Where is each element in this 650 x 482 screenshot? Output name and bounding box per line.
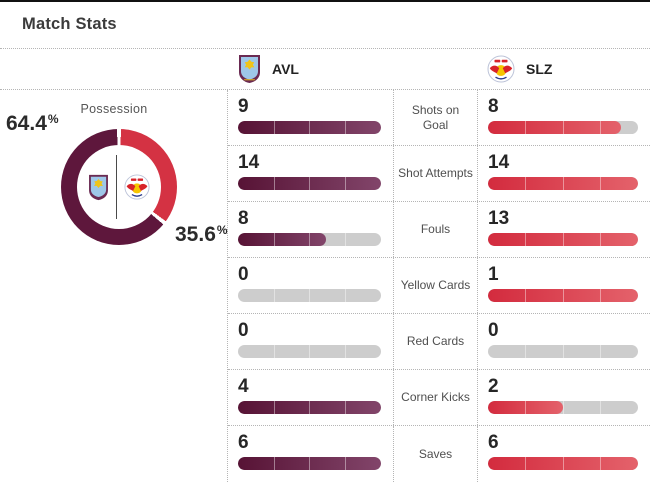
stat-bar-away-fill — [488, 121, 622, 134]
stat-bar-away — [488, 121, 638, 134]
stat-bar-home — [238, 177, 381, 190]
possession-section: Possession 64.4% — [0, 90, 228, 482]
stat-row: 14 Shot Attempts 14 — [228, 146, 650, 202]
stats-content: Possession 64.4% — [0, 90, 650, 482]
possession-away-number: 35.6 — [175, 223, 216, 246]
stat-cell-away: 6 — [478, 426, 650, 482]
stat-bar-home-fill — [238, 233, 326, 246]
stat-bar-home — [238, 289, 381, 302]
stat-cell-home: 4 — [228, 370, 393, 425]
stat-bar-away — [488, 233, 638, 246]
stat-value-home: 6 — [238, 432, 249, 453]
stat-value-away: 14 — [488, 152, 510, 173]
away-team-abbr: SLZ — [526, 61, 553, 77]
possession-home-value: 64.4% — [6, 112, 59, 136]
stat-label: Saves — [393, 426, 478, 482]
stat-cell-home: 14 — [228, 146, 393, 201]
stat-value-home: 0 — [238, 264, 249, 285]
stat-value-away: 2 — [488, 376, 499, 397]
donut-center-divider — [116, 155, 117, 219]
stat-cell-away: 1 — [478, 258, 650, 313]
stat-bar-away — [488, 289, 638, 302]
stat-cell-away: 0 — [478, 314, 650, 369]
possession-away-value: 35.6% — [175, 223, 228, 247]
team-header-row: AVL SLZ — [0, 48, 650, 90]
stat-cell-away: 13 — [478, 202, 650, 257]
stat-value-home: 0 — [238, 320, 249, 341]
stat-cell-home: 9 — [228, 90, 393, 145]
stat-row: 9 Shots on Goal 8 — [228, 90, 650, 146]
stat-row: 8 Fouls 13 — [228, 202, 650, 258]
stat-label: Red Cards — [393, 314, 478, 369]
stat-label: Fouls — [393, 202, 478, 257]
stat-cell-away: 14 — [478, 146, 650, 201]
stat-bar-home — [238, 233, 381, 246]
stat-label: Shots on Goal — [393, 90, 478, 145]
stat-bar-away — [488, 177, 638, 190]
home-team-header: AVL — [238, 49, 299, 89]
stat-bar-home — [238, 401, 381, 414]
possession-donut-center — [77, 145, 161, 229]
stat-label: Shot Attempts — [393, 146, 478, 201]
stat-value-away: 6 — [488, 432, 499, 453]
stat-row: 0 Red Cards 0 — [228, 314, 650, 370]
stat-cell-home: 0 — [228, 314, 393, 369]
stat-bar-home — [238, 457, 381, 470]
stat-value-home: 8 — [238, 208, 249, 229]
stat-bar-home-fill — [238, 177, 381, 190]
home-team-abbr: AVL — [272, 61, 299, 77]
donut-away-crest-icon — [124, 174, 150, 200]
stat-cell-home: 0 — [228, 258, 393, 313]
donut-home-crest-icon — [89, 174, 108, 200]
stat-bar-away — [488, 401, 638, 414]
stat-bar-away-fill — [488, 177, 638, 190]
stat-cell-away: 8 — [478, 90, 650, 145]
stat-bar-away-fill — [488, 401, 563, 414]
stat-value-home: 9 — [238, 96, 249, 117]
stat-cell-home: 8 — [228, 202, 393, 257]
stat-bar-segment-dividers — [238, 345, 381, 358]
stat-label: Yellow Cards — [393, 258, 478, 313]
stat-bar-away-fill — [488, 457, 638, 470]
stat-label: Corner Kicks — [393, 370, 478, 425]
possession-donut — [61, 129, 177, 245]
stat-value-away: 13 — [488, 208, 510, 229]
away-team-header: SLZ — [487, 49, 552, 89]
stat-bar-away — [488, 457, 638, 470]
stat-cell-away: 2 — [478, 370, 650, 425]
stat-cell-home: 6 — [228, 426, 393, 482]
stats-grid: 9 Shots on Goal 8 14 Shot Attempts 14 — [228, 90, 650, 482]
stat-value-home: 14 — [238, 152, 260, 173]
possession-home-number: 64.4 — [6, 112, 47, 135]
top-accent-bar — [0, 0, 650, 2]
possession-away-unit: % — [216, 223, 228, 237]
stat-value-away: 1 — [488, 264, 499, 285]
aston-villa-crest-icon — [239, 55, 260, 83]
stat-value-home: 4 — [238, 376, 249, 397]
stat-bar-home-fill — [238, 457, 381, 470]
red-bull-salzburg-crest-icon — [487, 55, 515, 83]
possession-title: Possession — [80, 102, 148, 116]
stat-bar-home-fill — [238, 121, 381, 134]
stat-bar-home — [238, 345, 381, 358]
stat-row: 4 Corner Kicks 2 — [228, 370, 650, 426]
stat-bar-away-fill — [488, 233, 638, 246]
page-title: Match Stats — [22, 15, 117, 33]
title-block: Match Stats — [0, 2, 650, 48]
stat-row: 6 Saves 6 — [228, 426, 650, 482]
possession-home-unit: % — [47, 112, 59, 126]
stat-bar-home-fill — [238, 401, 381, 414]
stat-bar-away — [488, 345, 638, 358]
stat-value-away: 8 — [488, 96, 499, 117]
stat-bar-segment-dividers — [488, 345, 638, 358]
stat-row: 0 Yellow Cards 1 — [228, 258, 650, 314]
stat-bar-segment-dividers — [238, 289, 381, 302]
stat-bar-home — [238, 121, 381, 134]
stat-value-away: 0 — [488, 320, 499, 341]
stat-bar-away-fill — [488, 289, 638, 302]
